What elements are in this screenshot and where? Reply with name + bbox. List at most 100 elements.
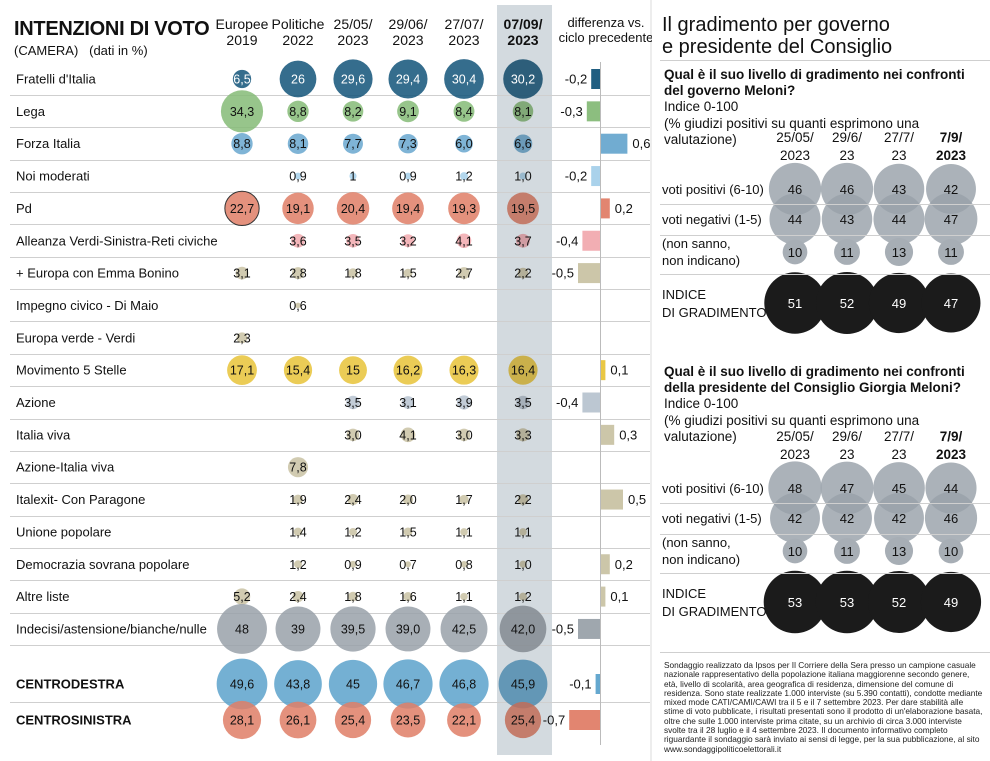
value-label-azione-4: 3,9 <box>455 396 472 410</box>
row-label-noi-moderati: Noi moderati <box>16 169 90 184</box>
diff-label-europa-con-emma-bonino: -0,5 <box>552 266 574 281</box>
diff-bar-azione <box>582 392 600 413</box>
bubble-altre-liste-3 <box>403 592 413 602</box>
bubble-centrodestra-0 <box>216 658 268 710</box>
value-label-indecisi-astensione-bianche-nulle-2: 39,5 <box>341 622 365 636</box>
pm-bubble-negative-0 <box>770 493 820 543</box>
row-label-azione: Azione <box>16 395 56 410</box>
gov-date-headers: 25/05/2023 29/6/23 27/7/23 7/9/2023 <box>776 130 966 163</box>
pm-value-negative-1: 42 <box>840 511 854 526</box>
diff-bar-indecisi-astensione-bianche-nulle <box>578 618 600 639</box>
bubble-pd-1 <box>282 192 314 225</box>
diff-bar-noi-moderati <box>591 166 600 187</box>
gov-label-undecided-2: non indicano) <box>662 253 740 268</box>
pm-value-negative-2: 42 <box>892 511 906 526</box>
pm-value-index-3: 49 <box>944 595 958 610</box>
approval-panel: 25/05/2023 29/6/23 27/7/23 7/9/2023 46 46 43 42… <box>652 0 990 761</box>
value-label-lega-5: 8,1 <box>514 105 531 119</box>
bubble-pd-4 <box>448 192 480 225</box>
diff-bar-pd <box>601 198 610 219</box>
bubble-movimento-5-stelle-2 <box>339 356 367 385</box>
bubble-europa-con-emma-bonino-1 <box>291 267 305 280</box>
diff-label-indecisi-astensione-bianche-nulle: -0,5 <box>552 621 574 636</box>
value-label-italia-viva-4: 3,0 <box>455 428 472 442</box>
value-label-centrosinistra-5: 25,4 <box>511 714 535 728</box>
bubble-italexit-con-paragone-4 <box>459 494 469 505</box>
bubble-europa-con-emma-bonino-5 <box>517 267 529 279</box>
bubble-lega-4 <box>453 100 475 122</box>
gov-value-positive-2: 43 <box>892 182 906 197</box>
gov-value-negative-2: 44 <box>892 212 906 227</box>
gov-bubble-index-3 <box>921 273 981 333</box>
methodology-footnote: Sondaggio realizzato da Ipsos per Il Cor… <box>664 660 983 754</box>
diff-bar-forza-italia <box>601 133 628 154</box>
bubble-centrosinistra-2 <box>334 701 372 739</box>
bubble-italia-viva-4 <box>457 428 471 442</box>
pm-value-undecided-1: 11 <box>840 544 854 559</box>
pm-bubble-undecided-2 <box>884 536 914 566</box>
bubble-indecisi-astensione-bianche-nulle-2 <box>330 606 376 652</box>
gov-question-note: (% giudizi positivi su quanti esprimono … <box>664 115 920 147</box>
bubble-democrazia-sovrana-popolare-2 <box>349 560 357 568</box>
row-label-centrosinistra: CENTROSINISTRA <box>16 713 132 728</box>
gov-bubble-index-2 <box>868 272 930 334</box>
diff-bar-fratelli-d-italia <box>591 69 600 89</box>
pm-value-negative-3: 46 <box>944 511 958 526</box>
diff-label-fratelli-d-italia: -0,2 <box>565 72 587 87</box>
gov-bubble-index-0 <box>764 272 826 334</box>
gov-value-positive-3: 42 <box>944 182 958 197</box>
pm-date-line2-0: 2023 <box>780 447 810 462</box>
value-label-altre-liste-4: 1,1 <box>455 590 472 604</box>
bubble-centrodestra-5 <box>498 659 548 709</box>
gov-date-line2-2: 23 <box>891 148 906 163</box>
bubble-fratelli-d-italia-2 <box>333 59 373 99</box>
pm-date-line2-3: 2023 <box>936 447 967 462</box>
value-label-italexit-con-paragone-4: 1,7 <box>455 493 472 507</box>
pm-date-line1-3: 7/9/ <box>940 429 963 444</box>
gov-value-positive-0: 46 <box>788 182 802 197</box>
value-label-unione-popolare-3: 1,5 <box>399 525 416 539</box>
diff-label-movimento-5-stelle: 0,1 <box>610 363 628 378</box>
bubble-alleanza-verdi-sinistra-reti-civiche-2 <box>346 234 360 248</box>
pm-bubble-index-1 <box>815 570 879 634</box>
gov-date-line1-3: 7/9/ <box>940 130 963 145</box>
gov-label-negative: voti negativi (1-5) <box>662 212 762 227</box>
diff-bar-italia-viva <box>601 424 615 445</box>
bubble-movimento-5-stelle-1 <box>283 356 313 385</box>
diff-label-altre-liste: 0,1 <box>610 589 628 604</box>
value-label-pd-5: 19,5 <box>511 202 535 216</box>
bubble-altre-liste-5 <box>519 592 527 601</box>
gov-bubble-negative-1 <box>821 193 873 245</box>
value-label-centrodestra-4: 46,8 <box>452 678 476 692</box>
diff-bar-centrodestra <box>595 674 600 694</box>
bubble-lega-2 <box>342 101 364 122</box>
bubble-europa-con-emma-bonino-0 <box>235 266 249 280</box>
bubble-altre-liste-4 <box>460 592 468 601</box>
diff-bar-europa-con-emma-bonino <box>578 263 600 284</box>
bubble-altre-liste-0 <box>233 588 251 605</box>
pm-value-undecided-3: 10 <box>944 544 958 559</box>
value-label-centrodestra-5: 45,9 <box>511 678 535 692</box>
row-separators <box>10 95 650 703</box>
vote-intentions-chart: Fratelli d'Italia 6,5 26 29,6 29,4 30,4 30,2 -0… <box>10 5 650 755</box>
column-header-politiche-2022: Politiche 2022 <box>271 16 325 49</box>
pm-bubble-index-0 <box>763 570 827 634</box>
value-label-impegno-civico-di-maio-1: 0,6 <box>289 299 306 313</box>
bubble-democrazia-sovrana-popolare-5 <box>519 560 527 568</box>
bubble-fratelli-d-italia-0 <box>232 69 252 89</box>
bubble-europa-con-emma-bonino-4 <box>458 267 470 280</box>
row-label-centrodestra: CENTRODESTRA <box>16 677 125 692</box>
value-label-fratelli-d-italia-1: 26 <box>291 73 305 87</box>
gov-question: Qual è il suo livello di gradimento nei … <box>664 67 984 148</box>
gov-bubble-undecided-1 <box>834 239 860 265</box>
value-label-centrosinistra-2: 25,4 <box>341 714 365 728</box>
pm-label-index-1: INDICE <box>662 586 706 601</box>
bubble-indecisi-astensione-bianche-nulle-4 <box>440 605 488 653</box>
bubble-indecisi-astensione-bianche-nulle-3 <box>385 606 431 652</box>
gov-date-line1-0: 25/05/ <box>776 130 814 145</box>
value-label-pd-2: 20,4 <box>341 202 365 216</box>
bubble-europa-verde-verdi-0 <box>236 332 248 344</box>
value-label-europa-con-emma-bonino-3: 1,5 <box>399 267 416 281</box>
value-label-noi-moderati-4: 1,2 <box>455 170 472 184</box>
